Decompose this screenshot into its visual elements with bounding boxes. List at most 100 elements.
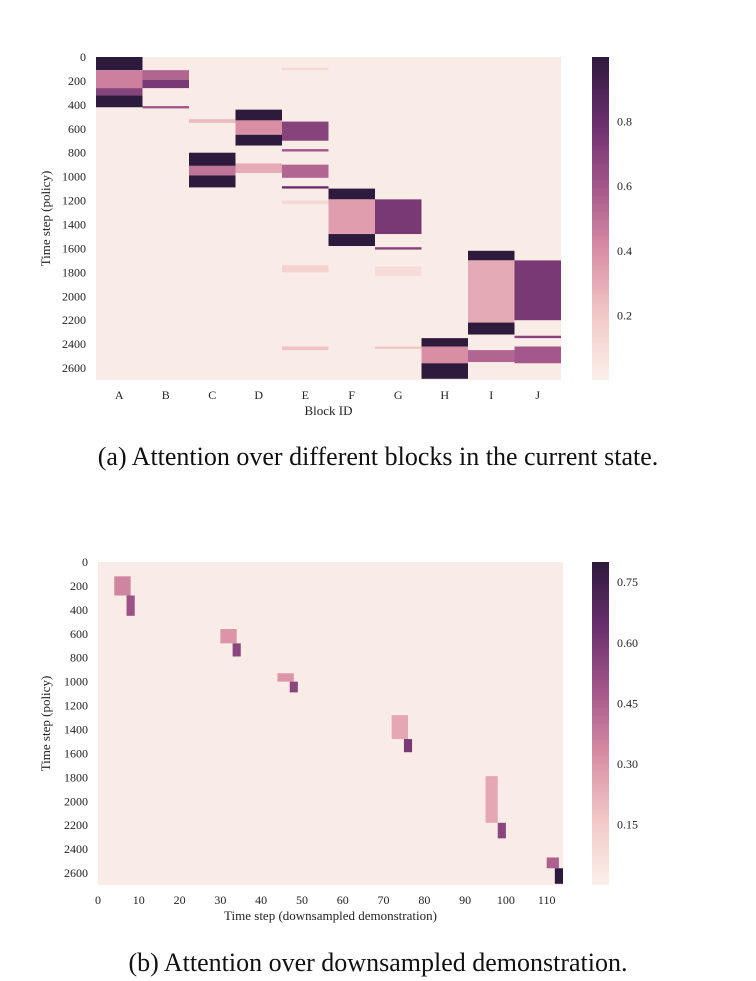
heatmap-a-cell-10	[189, 175, 236, 188]
x-tick-a-6: G	[394, 388, 403, 402]
caption-b: (b) Attention over downsampled demonstra…	[128, 948, 628, 977]
heatmap-a-cell-16	[282, 121, 329, 141]
y-tick-a-2: 400	[68, 98, 86, 112]
colorbar-tick-a-1: 0.4	[617, 244, 632, 258]
x-tick-b-9: 90	[459, 893, 471, 907]
x-tick-b-10: 100	[497, 893, 515, 907]
x-tick-a-1: B	[162, 388, 170, 402]
y-tick-a-12: 2400	[62, 337, 86, 351]
x-tick-a-0: A	[115, 388, 124, 402]
x-tick-a-8: I	[489, 388, 493, 402]
heatmap-a-cell-36	[468, 350, 515, 363]
y-tick-a-3: 600	[68, 122, 86, 136]
x-tick-a-5: F	[348, 388, 355, 402]
x-tick-b-2: 20	[174, 893, 186, 907]
y-tick-a-5: 1000	[62, 170, 86, 184]
heatmap-a-cell-8	[189, 152, 236, 166]
y-tick-b-9: 1800	[64, 770, 88, 784]
heatmap-a-cell-1	[96, 70, 143, 89]
y-tick-b-3: 600	[70, 627, 88, 641]
y-tick-a-7: 1400	[62, 217, 86, 231]
colorbar-tick-b-2: 0.45	[617, 696, 638, 710]
heatmap-b-cell-11	[554, 868, 563, 884]
y-axis-label-a: Time step (policy)	[38, 171, 53, 267]
y-tick-a-0: 0	[80, 50, 86, 64]
y-tick-a-6: 1200	[62, 194, 86, 208]
x-tick-a-7: H	[440, 388, 449, 402]
colorbar-b	[592, 562, 609, 885]
heatmap-a-cell-11	[235, 109, 282, 121]
heatmap-b-cell-0	[114, 576, 131, 596]
x-tick-a-4: E	[302, 388, 309, 402]
heatmap-a-cell-32	[421, 363, 468, 379]
heatmap-a-cell-18	[282, 164, 329, 178]
x-axis-label-b: Time step (downsampled demonstration)	[224, 908, 437, 923]
x-tick-a-2: C	[208, 388, 216, 402]
heatmap-b-cell-6	[391, 715, 408, 740]
heatmap-b-cell-5	[289, 681, 298, 693]
colorbar-tick-a-2: 0.6	[617, 179, 632, 193]
heatmap-a-cell-2	[96, 88, 143, 96]
y-tick-a-10: 2000	[62, 289, 86, 303]
y-tick-b-5: 1000	[64, 675, 88, 689]
heatmap-a-cell-25	[328, 234, 375, 247]
colorbar-tick-a-3: 0.8	[617, 115, 632, 129]
x-tick-b-4: 40	[255, 893, 267, 907]
heatmap-a-cell-34	[468, 260, 515, 323]
heatmap-a-cell-37	[514, 260, 561, 321]
y-axis-label-b: Time step (policy)	[38, 676, 53, 772]
y-tick-b-10: 2000	[64, 794, 88, 808]
heatmap-b-cell-9	[497, 822, 506, 839]
heatmap-a-cell-23	[328, 188, 375, 200]
heatmap-a-cell-12	[235, 120, 282, 135]
x-tick-a-3: D	[254, 388, 263, 402]
heatmap-a-cell-7	[189, 119, 236, 123]
heatmap-b-cell-8	[485, 776, 498, 823]
heatmap-a-cell-14	[235, 163, 282, 174]
y-tick-b-0: 0	[82, 555, 88, 569]
heatmap-a-cell-0	[96, 57, 143, 71]
x-tick-a-9: J	[535, 388, 540, 402]
heatmap-b-cell-3	[232, 643, 241, 657]
colorbar-tick-b-4: 0.75	[617, 575, 638, 589]
y-tick-b-4: 800	[70, 651, 88, 665]
y-tick-a-9: 1800	[62, 265, 86, 279]
y-tick-a-1: 200	[68, 74, 86, 88]
heatmap-b-cell-7	[403, 739, 413, 753]
heatmap-a-cell-6	[142, 106, 189, 109]
x-tick-b-1: 10	[133, 893, 145, 907]
y-tick-b-11: 2200	[64, 818, 88, 832]
heatmap-b-cell-2	[220, 628, 237, 644]
heatmap-a-cell-27	[375, 247, 422, 250]
heatmap-a-cell-4	[142, 70, 189, 80]
y-tick-a-8: 1600	[62, 241, 86, 255]
panel-a: A B C D E F G H I J Block ID 0 200 400 600 800 1000 1200 1…	[38, 50, 658, 471]
heatmap-a-cell-20	[282, 200, 329, 205]
heatmap-a-cell-24	[328, 199, 375, 235]
heatmap-a-cell-19	[282, 186, 329, 189]
colorbar-tick-b-0: 0.15	[617, 817, 638, 831]
heatmap-a-cell-15	[282, 67, 329, 71]
y-tick-b-8: 1600	[64, 746, 88, 760]
x-tick-b-7: 70	[378, 893, 390, 907]
colorbar-a	[592, 57, 609, 380]
y-tick-b-7: 1400	[64, 722, 88, 736]
y-tick-b-6: 1200	[64, 699, 88, 713]
heatmap-a-cell-39	[514, 346, 561, 364]
y-tick-a-13: 2600	[62, 361, 86, 375]
colorbar-tick-b-1: 0.30	[617, 757, 638, 771]
heatmap-b-cell-1	[126, 595, 135, 616]
heatmap-b-cell-10	[546, 857, 559, 869]
x-tick-b-6: 60	[337, 893, 349, 907]
y-tick-b-2: 400	[70, 603, 88, 617]
y-tick-b-1: 200	[70, 579, 88, 593]
heatmap-a-cell-35	[468, 322, 515, 335]
panel-b: 0 10 20 30 40 50 60 70 80 90 100 110 Time step (down…	[0, 500, 756, 981]
heatmap-a: A B C D E F G H I J Block ID 0 200 400 600 800 1000 1200 1…	[38, 50, 632, 418]
x-axis-label-a: Block ID	[304, 403, 352, 418]
heatmap-b-cell-4	[277, 673, 294, 682]
heatmap-a-cell-30	[421, 338, 468, 347]
heatmap-a-cell-13	[235, 134, 282, 146]
x-tick-b-11: 110	[538, 893, 556, 907]
x-tick-b-0: 0	[95, 893, 101, 907]
